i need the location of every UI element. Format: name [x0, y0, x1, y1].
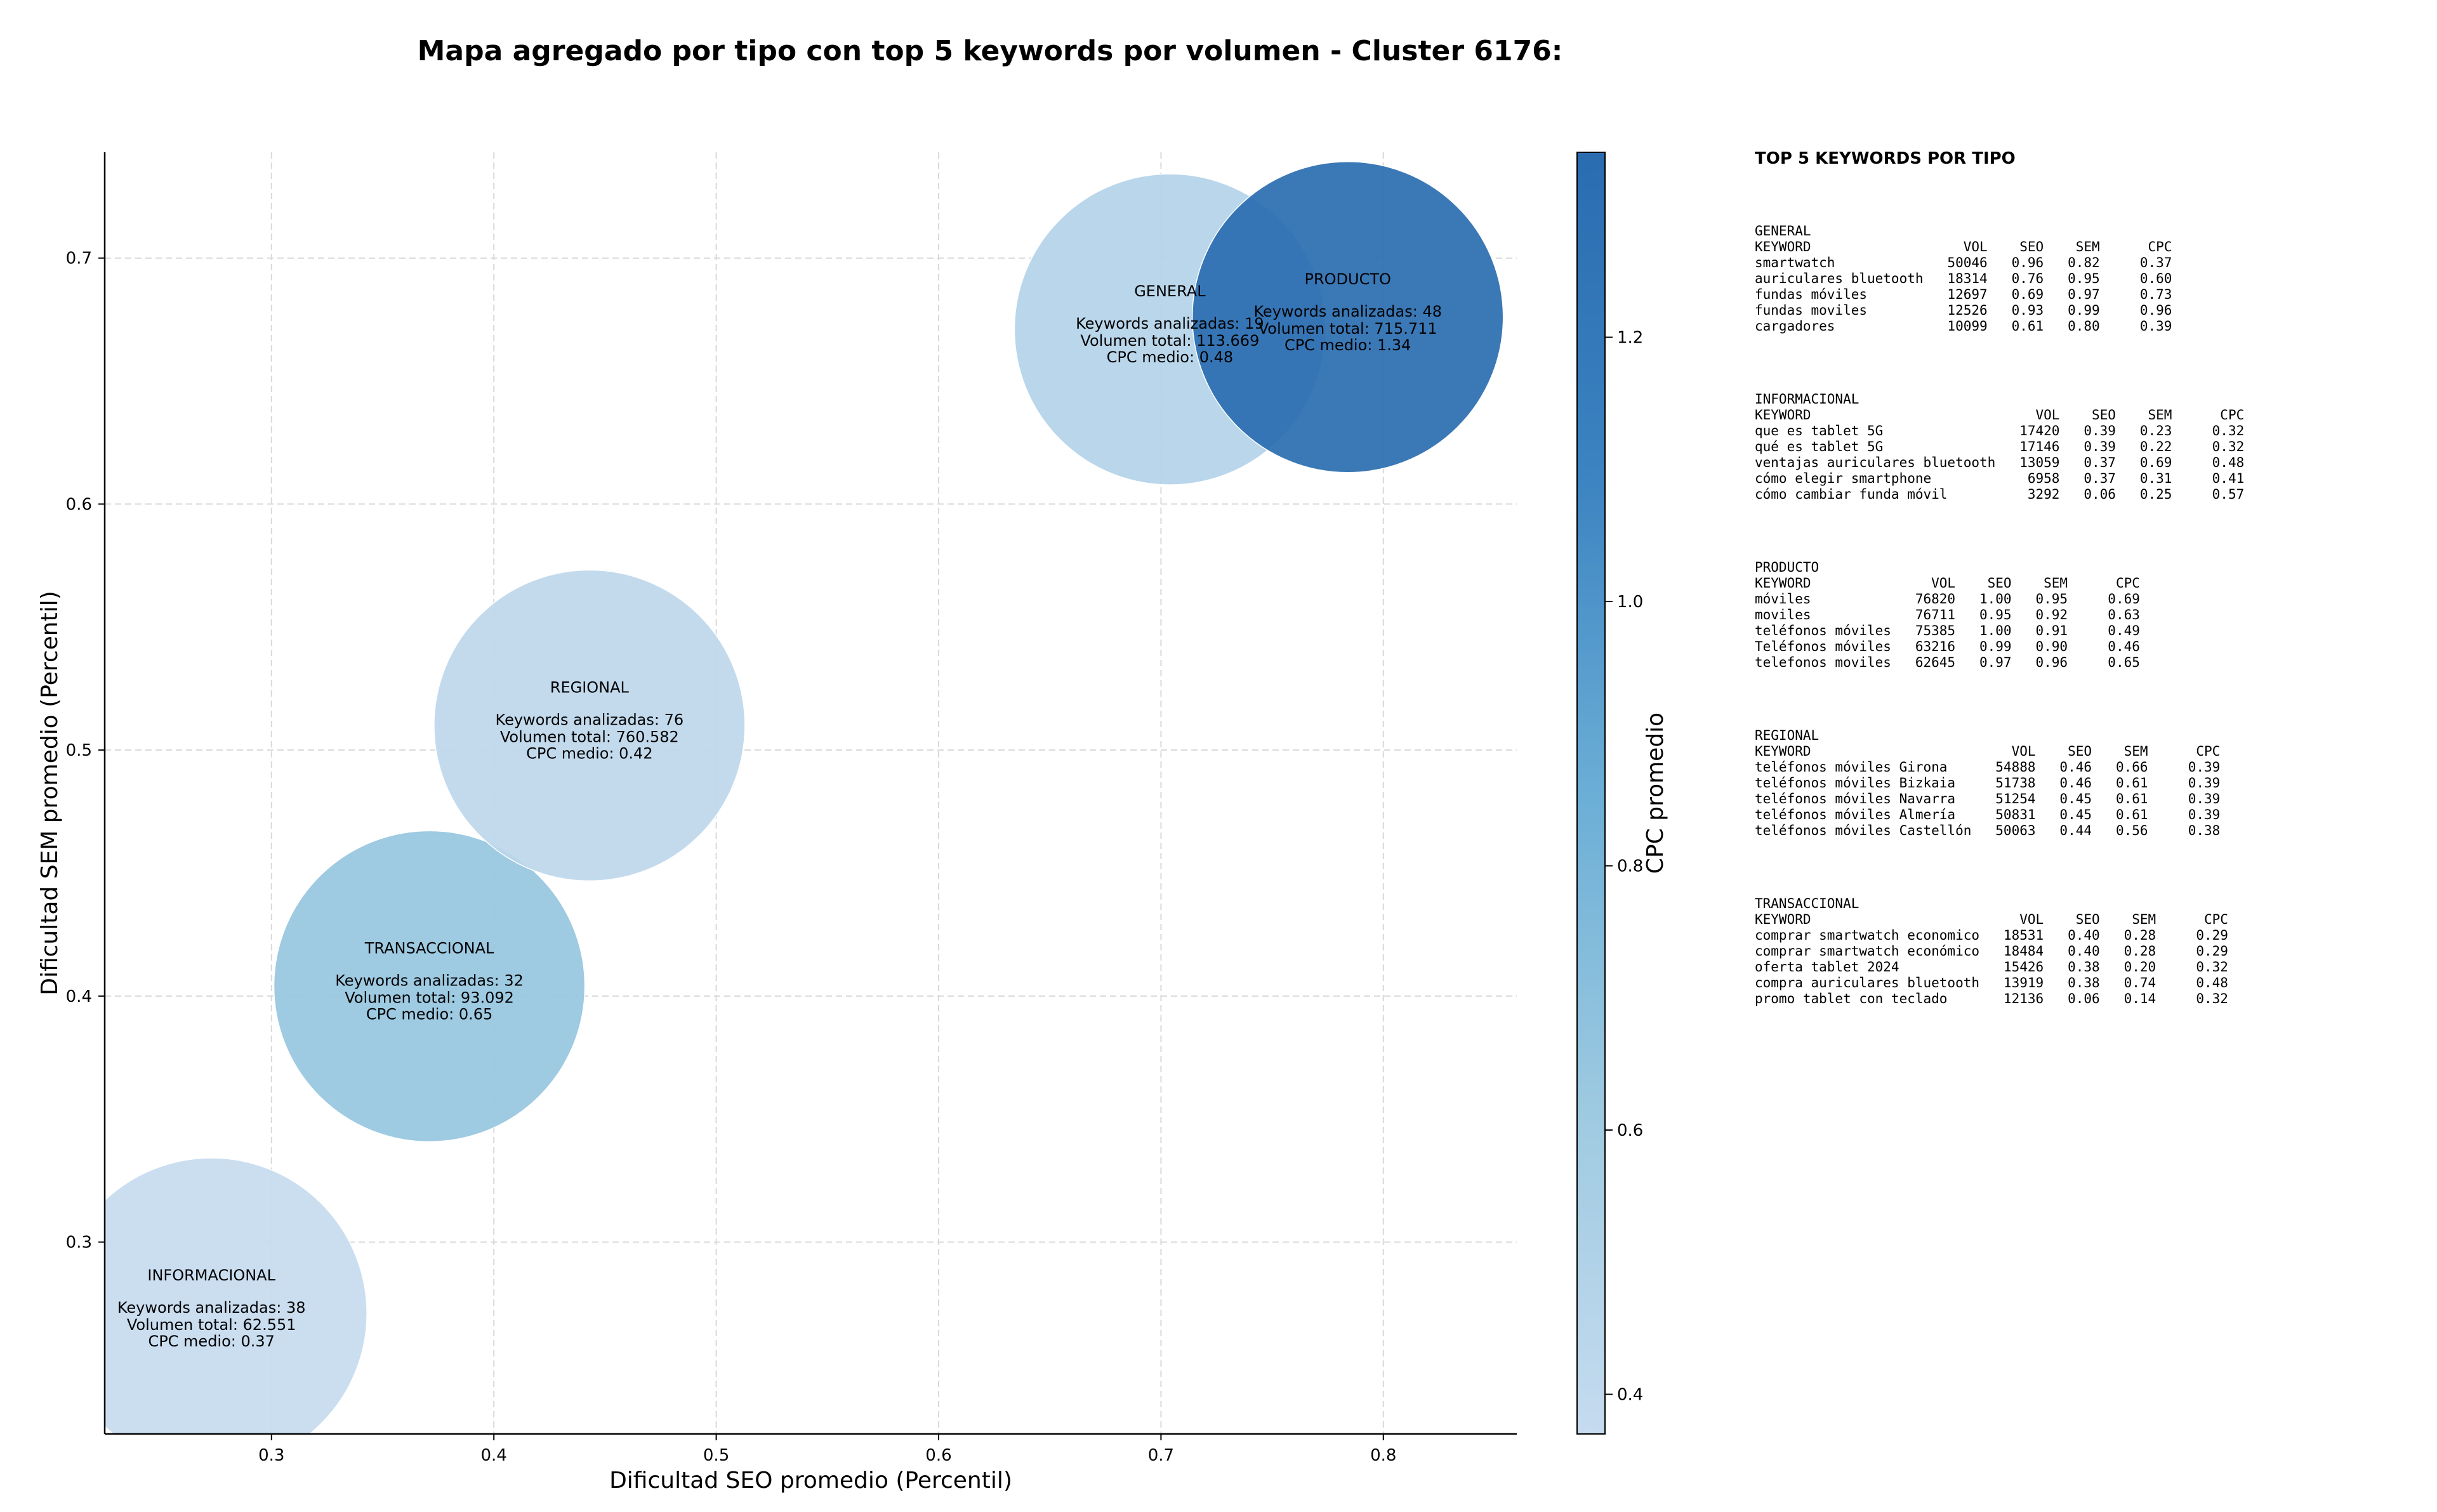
y-tick-label: 0.4 [66, 987, 92, 1006]
bubble-label-type: INFORMACIONAL [147, 1266, 275, 1284]
bubble-label-stat: CPC medio: 0.48 [1107, 348, 1234, 366]
bubble-regional [433, 569, 746, 882]
bubble-label-stat: Volumen total: 113.669 [1080, 332, 1259, 350]
top-keywords-panel: TOP 5 KEYWORDS POR TIPO GENERAL KEYWORD … [1755, 149, 2427, 1064]
keyword-table: TRANSACCIONAL KEYWORD VOL SEO SEM CPC co… [1755, 896, 2228, 1006]
x-axis-label: Dificultad SEO promedio (Percentil) [609, 1468, 1012, 1494]
x-tick-label: 0.6 [925, 1446, 951, 1465]
bubble-label-stat: Keywords analizadas: 76 [496, 711, 684, 728]
bubble-label-stat: Volumen total: 62.551 [127, 1316, 296, 1334]
bubble-label-stat: Volumen total: 715.711 [1258, 320, 1437, 338]
keyword-group-regional: REGIONAL KEYWORD VOL SEO SEM CPC teléfon… [1755, 728, 2427, 839]
bubble-label-type: PRODUCTO [1304, 270, 1390, 288]
bubble-label-stat: Volumen total: 760.582 [500, 728, 679, 746]
bubble-label-stat: Keywords analizadas: 32 [335, 971, 524, 989]
bubble-label-type: REGIONAL [550, 678, 630, 696]
x-tick-label: 0.5 [703, 1446, 729, 1465]
y-tick-label: 0.6 [66, 495, 92, 514]
bubble-transaccional [273, 830, 586, 1143]
colorbar-label: CPC promedio [1642, 713, 1668, 874]
bubble-informacional [105, 1157, 367, 1434]
y-tick-label: 0.5 [66, 741, 92, 760]
panel-title: TOP 5 KEYWORDS POR TIPO [1755, 149, 2016, 168]
keyword-table: REGIONAL KEYWORD VOL SEO SEM CPC teléfon… [1755, 728, 2221, 838]
keyword-table: INFORMACIONAL KEYWORD VOL SEO SEM CPC qu… [1755, 391, 2245, 502]
chart-title: Mapa agregado por tipo con top 5 keyword… [417, 35, 1563, 67]
y-axis-label: Dificultad SEM promedio (Percentil) [37, 591, 63, 996]
keyword-group-general: GENERAL KEYWORD VOL SEO SEM CPC smartwat… [1755, 223, 2427, 334]
bubble-label-stat: Keywords analizadas: 38 [117, 1299, 306, 1317]
keyword-group-transaccional: TRANSACCIONAL KEYWORD VOL SEO SEM CPC co… [1755, 896, 2427, 1007]
colorbar-tick-label: 0.6 [1617, 1121, 1643, 1140]
colorbar-tick-label: 0.8 [1617, 857, 1643, 876]
axes: 0.3 0.4 0.5 0.6 0.7 0.8 0.3 0.4 0.5 0.6 0.7 Dificul… [37, 152, 1517, 1494]
keyword-groups: GENERAL KEYWORD VOL SEO SEM CPC smartwat… [1755, 223, 2427, 1007]
colorbar: 0.4 0.6 0.8 1.0 1.2 CPC promedio [1576, 152, 1668, 1435]
bubble-label-stat: CPC medio: 0.42 [526, 744, 653, 762]
keyword-table: GENERAL KEYWORD VOL SEO SEM CPC smartwat… [1755, 223, 2172, 334]
bubble-producto [1191, 161, 1504, 473]
keyword-group-producto: PRODUCTO KEYWORD VOL SEO SEM CPC móviles… [1755, 560, 2427, 671]
bubble-label-stat: Keywords analizadas: 48 [1253, 303, 1442, 320]
colorbar-gradient [1576, 152, 1606, 1435]
colorbar-tick-label: 1.2 [1617, 329, 1643, 348]
bubble-label-stat: Volumen total: 93.092 [345, 989, 514, 1006]
colorbar-tick-label: 0.4 [1617, 1386, 1643, 1405]
bubble-label-stat: CPC medio: 1.34 [1285, 336, 1411, 354]
keyword-table: PRODUCTO KEYWORD VOL SEO SEM CPC móviles… [1755, 560, 2140, 670]
x-tick-label: 0.8 [1370, 1446, 1396, 1465]
bubble-label-type: TRANSACCIONAL [364, 939, 494, 957]
keyword-group-informacional: INFORMACIONAL KEYWORD VOL SEO SEM CPC qu… [1755, 391, 2427, 503]
x-tick-label: 0.4 [481, 1446, 507, 1465]
colorbar-tick-label: 1.0 [1617, 593, 1643, 612]
bubbles [105, 161, 1504, 1434]
bubble-label-stat: CPC medio: 0.65 [366, 1005, 493, 1023]
bubble-label-type: GENERAL [1134, 282, 1206, 300]
bubble-label-stat: Keywords analizadas: 19 [1076, 315, 1264, 332]
y-tick-label: 0.3 [66, 1233, 92, 1252]
y-tick-label: 0.7 [66, 249, 92, 268]
bubble-label-stat: CPC medio: 0.37 [148, 1332, 275, 1350]
x-tick-label: 0.7 [1148, 1446, 1174, 1465]
x-tick-label: 0.3 [258, 1446, 284, 1465]
